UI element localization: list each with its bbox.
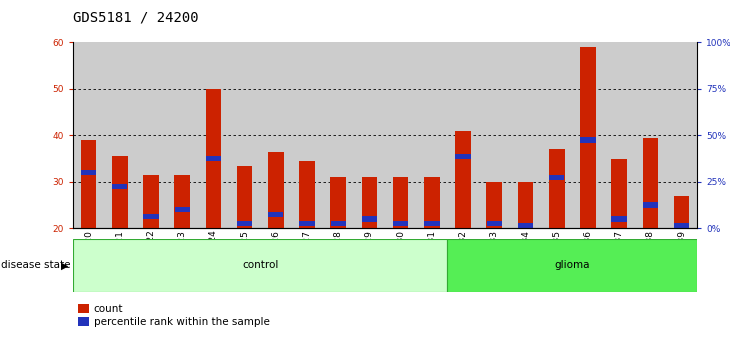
Bar xyxy=(518,223,533,229)
Bar xyxy=(424,177,439,228)
Bar xyxy=(611,159,627,228)
Bar xyxy=(642,138,658,228)
Bar xyxy=(518,182,534,228)
Bar xyxy=(674,196,689,228)
Text: control: control xyxy=(242,261,278,270)
Bar xyxy=(331,177,346,228)
Legend: count, percentile rank within the sample: count, percentile rank within the sample xyxy=(78,304,269,327)
Bar xyxy=(580,47,596,228)
Text: ▶: ▶ xyxy=(61,261,68,270)
Bar xyxy=(549,175,564,180)
Text: glioma: glioma xyxy=(555,261,590,270)
Bar xyxy=(81,140,96,228)
Bar xyxy=(174,207,190,212)
Bar xyxy=(393,177,409,228)
Bar xyxy=(81,170,96,175)
Bar xyxy=(580,137,596,143)
Bar xyxy=(549,149,564,228)
Bar xyxy=(456,154,471,159)
Bar xyxy=(73,239,447,292)
Bar xyxy=(612,216,627,222)
Bar xyxy=(143,214,158,219)
Text: disease state: disease state xyxy=(1,261,70,270)
Bar xyxy=(237,166,253,228)
Bar xyxy=(674,223,689,229)
Bar xyxy=(143,175,159,228)
Bar xyxy=(487,221,502,226)
Bar xyxy=(456,131,471,228)
Bar xyxy=(642,202,658,208)
Bar xyxy=(206,89,221,228)
Text: GDS5181 / 24200: GDS5181 / 24200 xyxy=(73,11,199,25)
Bar xyxy=(447,239,697,292)
Bar xyxy=(424,221,439,226)
Bar xyxy=(361,177,377,228)
Bar xyxy=(362,216,377,222)
Bar xyxy=(112,156,128,228)
Bar xyxy=(268,152,284,228)
Bar xyxy=(174,175,190,228)
Bar xyxy=(237,221,253,226)
Bar xyxy=(331,221,346,226)
Bar xyxy=(393,221,408,226)
Bar xyxy=(268,212,283,217)
Bar xyxy=(299,221,315,226)
Bar xyxy=(206,156,221,161)
Bar xyxy=(486,182,502,228)
Bar xyxy=(112,184,128,189)
Bar xyxy=(299,161,315,228)
